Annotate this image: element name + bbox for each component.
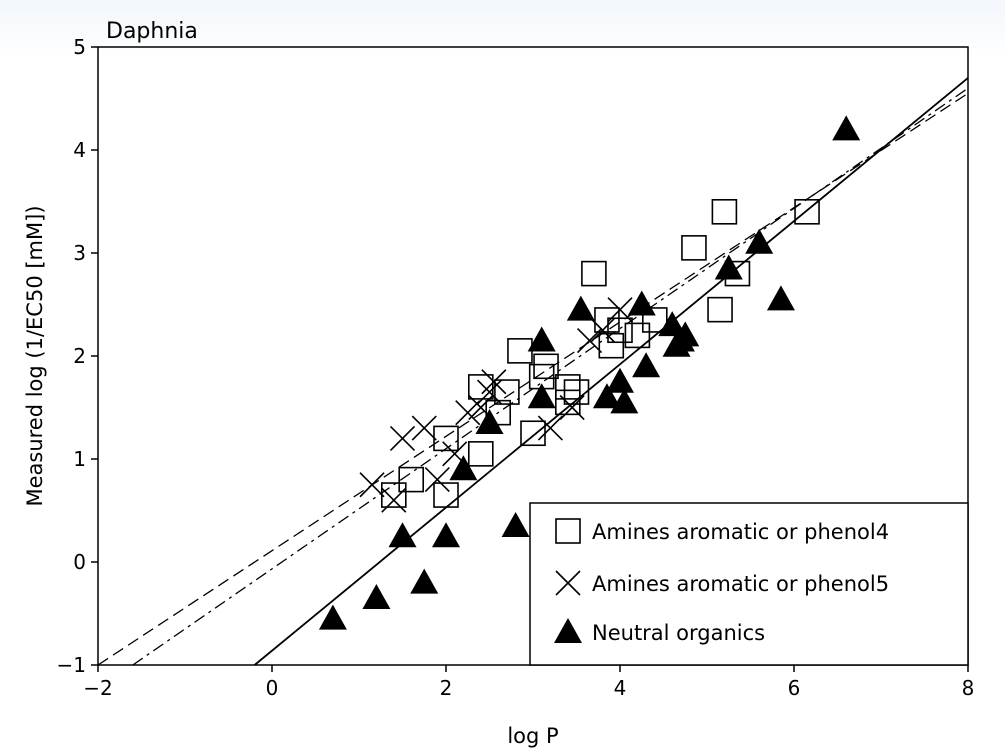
data-point-open-square: [467, 441, 494, 467]
data-point-filled-triangle: [432, 522, 460, 548]
data-point-filled-triangle: [475, 408, 504, 434]
y-tick-label: 0: [73, 550, 86, 574]
data-point-open-square: [554, 374, 581, 400]
data-point-open-square: [641, 307, 668, 333]
legend-label: Amines aromatic or phenol5: [592, 572, 889, 596]
data-point-open-square: [707, 296, 733, 323]
data-point-cross: [359, 472, 385, 498]
fit-line-dashed: [97, 92, 969, 666]
data-point-cross: [559, 394, 585, 421]
fit-line-dash-dot: [132, 87, 969, 666]
y-tick-label: 5: [73, 35, 86, 59]
data-point-cross: [607, 297, 633, 323]
x-tick-label: −2: [83, 676, 112, 700]
data-point-filled-triangle: [410, 568, 439, 594]
data-point-open-square: [554, 389, 581, 416]
data-point-filled-triangle: [714, 254, 743, 280]
data-point-open-square: [398, 466, 425, 493]
data-point-filled-triangle: [606, 367, 634, 393]
data-point-filled-triangle: [449, 455, 478, 481]
y-axis-label: Measured log (1/EC50 [mM]): [23, 205, 47, 506]
plot-area: [97, 46, 969, 666]
legend-items: Amines aromatic or phenol4 Amines aromati…: [554, 518, 889, 645]
data-point-open-square: [581, 260, 607, 287]
data-point-open-square: [598, 332, 625, 359]
data-point-open-square: [433, 482, 459, 508]
legend: Amines aromatic or phenol4 Amines aromati…: [529, 502, 969, 666]
data-point-cross: [389, 425, 416, 451]
y-axis: −1 0 1 2 3 4 5: [57, 35, 98, 677]
data-point-filled-triangle: [766, 285, 795, 311]
data-point-cross: [537, 415, 563, 441]
data-point-open-square: [533, 353, 559, 380]
data-point-cross: [590, 317, 616, 343]
y-tick-label: 2: [73, 344, 86, 368]
data-point-filled-triangle: [362, 584, 391, 610]
data-point-open-square: [607, 317, 633, 344]
data-point-filled-triangle: [566, 295, 595, 321]
data-point-open-square: [624, 322, 651, 349]
legend-marker-filled-triangle: [554, 618, 582, 643]
legend-marker-open-square: [555, 518, 581, 544]
chart-title: Daphnia: [106, 19, 198, 44]
x-tick-label: 6: [788, 676, 801, 700]
data-point-open-square: [794, 199, 820, 225]
legend-label: Neutral organics: [592, 621, 765, 645]
data-point-cross: [576, 327, 603, 354]
legend-label: Amines aromatic or phenol4: [592, 520, 889, 544]
x-tick-label: 4: [614, 676, 627, 700]
x-tick-label: 8: [962, 676, 975, 700]
x-axis-label: log P: [507, 724, 558, 748]
data-point-cross: [424, 467, 450, 493]
data-point-filled-triangle: [832, 115, 861, 141]
y-tick-label: 4: [73, 138, 86, 162]
data-point-filled-triangle: [610, 388, 639, 414]
legend-box: [529, 502, 969, 666]
data-point-cross: [455, 400, 481, 426]
data-point-cross: [411, 415, 437, 441]
y-tick-label: −1: [57, 653, 86, 677]
fit-lines: [97, 77, 969, 666]
data-point-filled-triangle: [671, 321, 700, 347]
data-point-open-square: [433, 425, 459, 452]
data-point-cross: [481, 369, 507, 395]
y-tick-label: 3: [73, 241, 86, 265]
data-point-open-square: [681, 235, 707, 261]
data-point-open-square: [467, 374, 494, 400]
x-tick-label: 0: [266, 676, 279, 700]
data-point-cross: [381, 487, 407, 513]
fit-line-solid: [254, 77, 969, 666]
x-tick-label: 2: [440, 676, 453, 700]
data-point-filled-triangle: [388, 522, 417, 548]
data-markers: [318, 115, 861, 630]
data-point-open-square: [711, 199, 738, 225]
data-point-open-square: [380, 482, 407, 508]
y-tick-label: 1: [73, 447, 86, 471]
data-point-filled-triangle: [527, 326, 556, 352]
x-axis: −2 0 2 4 6 8: [83, 665, 974, 700]
data-point-filled-triangle: [632, 352, 661, 378]
data-point-filled-triangle: [318, 604, 347, 630]
data-point-cross: [476, 379, 503, 405]
data-point-open-square: [494, 379, 520, 405]
data-point-filled-triangle: [527, 383, 556, 409]
data-point-filled-triangle: [745, 228, 774, 254]
data-point-filled-triangle: [592, 383, 621, 409]
legend-marker-cross: [555, 570, 581, 596]
data-point-open-square: [594, 307, 620, 333]
data-point-filled-triangle: [501, 511, 530, 537]
data-point-filled-triangle: [627, 290, 656, 316]
